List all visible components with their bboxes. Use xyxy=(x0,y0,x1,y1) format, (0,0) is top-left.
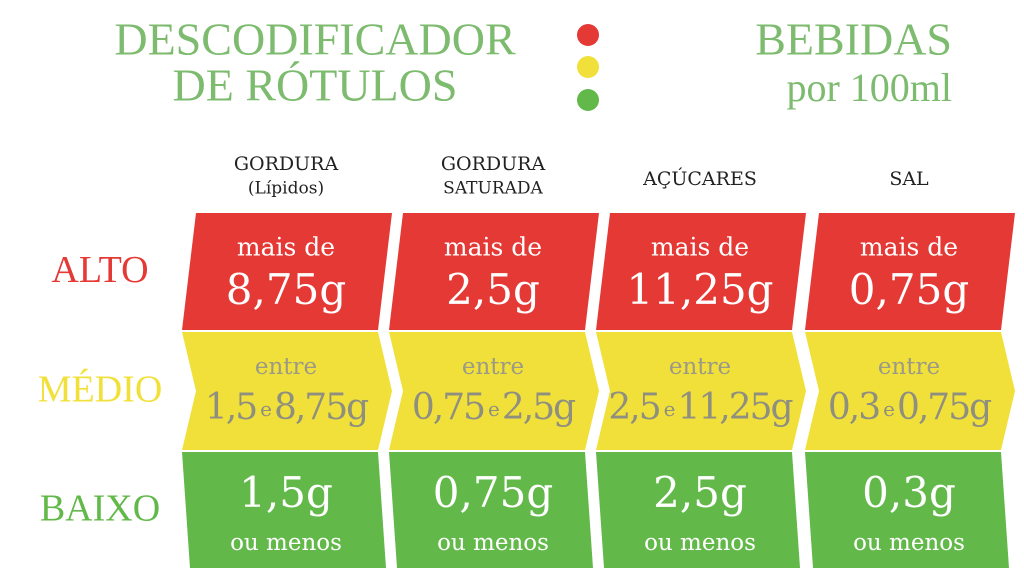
cell-background xyxy=(596,332,806,450)
cell-background xyxy=(182,213,392,330)
subtitle-line: por 100ml xyxy=(786,65,952,110)
cell-prefix: entre xyxy=(255,354,317,380)
cell-background xyxy=(389,452,593,568)
range-to: 8,75g xyxy=(274,387,368,428)
cell-prefix: entre xyxy=(669,354,731,380)
cell-range: 0,3 e 0,75g xyxy=(828,387,991,428)
cell-prefix: mais de xyxy=(651,233,749,262)
range-from: 0,75 xyxy=(412,387,484,428)
cell-amount: 0,3g xyxy=(862,468,956,517)
range-conj: e xyxy=(664,397,675,421)
title-line: DE RÓTULOS xyxy=(173,60,458,111)
range-conj: e xyxy=(488,397,499,421)
cell-suffix: ou menos xyxy=(644,530,756,556)
cell-range: 2,5 e 11,25g xyxy=(608,387,792,428)
cell-amount: 8,75g xyxy=(226,265,346,314)
column-header: GORDURA xyxy=(441,153,546,175)
cell-background xyxy=(389,332,599,450)
cell-prefix: entre xyxy=(462,354,524,380)
subtitle-line: BEBIDAS xyxy=(755,14,952,65)
cell-range: 0,75 e 2,5g xyxy=(412,387,575,428)
cell-prefix: entre xyxy=(878,354,940,380)
range-conj: e xyxy=(260,397,271,421)
cell-range: 1,5 e 8,75g xyxy=(205,387,368,428)
cell-background xyxy=(389,213,599,330)
cell-background xyxy=(805,213,1015,330)
column-header: GORDURA xyxy=(234,153,339,175)
range-from: 2,5 xyxy=(608,387,659,428)
cell-prefix: mais de xyxy=(444,233,542,262)
column-header: SATURADA xyxy=(443,179,543,199)
column-header: AÇÚCARES xyxy=(642,167,757,190)
cell-prefix: mais de xyxy=(237,233,335,262)
cell-amount: 1,5g xyxy=(239,468,333,517)
level-label: BAIXO xyxy=(40,488,160,530)
range-from: 0,3 xyxy=(828,387,879,428)
cell-suffix: ou menos xyxy=(230,530,342,556)
range-to: 11,25g xyxy=(678,387,793,428)
cell-background xyxy=(805,452,1009,568)
level-label: MÉDIO xyxy=(38,369,163,411)
range-from: 1,5 xyxy=(205,387,256,428)
title-line: DESCODIFICADOR xyxy=(114,14,516,65)
cell-amount: 2,5g xyxy=(653,468,747,517)
cell-amount: 0,75g xyxy=(849,265,969,314)
cell-amount: 0,75g xyxy=(433,468,553,517)
cell-suffix: ou menos xyxy=(437,530,549,556)
cell-prefix: mais de xyxy=(860,233,958,262)
yellow-dot xyxy=(577,56,599,78)
range-to: 0,75g xyxy=(897,387,991,428)
range-conj: e xyxy=(883,397,894,421)
green-dot xyxy=(577,89,599,111)
cell-background xyxy=(596,213,806,330)
red-dot xyxy=(577,24,599,46)
cell-amount: 2,5g xyxy=(446,265,540,314)
cell-background xyxy=(182,452,386,568)
cell-amount: 11,25g xyxy=(626,265,773,314)
column-header: SAL xyxy=(889,168,929,190)
cell-background xyxy=(805,332,1015,450)
level-label: ALTO xyxy=(51,249,148,291)
range-to: 2,5g xyxy=(502,387,575,428)
cell-background xyxy=(182,332,392,450)
cell-background xyxy=(596,452,800,568)
column-header: (Lípidos) xyxy=(248,179,324,199)
cell-suffix: ou menos xyxy=(853,530,965,556)
